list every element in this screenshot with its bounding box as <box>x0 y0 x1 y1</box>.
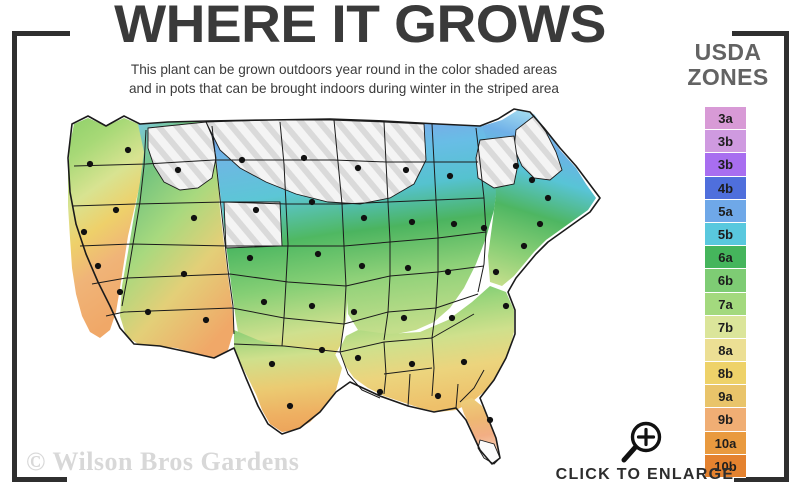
us-map-svg[interactable] <box>28 106 648 466</box>
watermark-credit: © Wilson Bros Gardens <box>26 447 300 476</box>
zone-swatch-9a-12: 9a <box>705 385 746 409</box>
zone-swatch-6b-7: 6b <box>705 269 746 293</box>
zone-swatch-3b-2: 3b <box>705 153 746 177</box>
national-outline <box>67 108 601 465</box>
zone-swatch-9b-13: 9b <box>705 408 746 432</box>
excluded-region-south-florida <box>477 439 501 465</box>
zone-swatch-7a-8: 7a <box>705 292 746 316</box>
frame-border-left <box>12 31 17 482</box>
zone-region-west-coast <box>68 118 146 338</box>
zone-swatch-8b-11: 8b <box>705 362 746 386</box>
zone-swatch-3b-1: 3b <box>705 130 746 154</box>
page-subtitle: This plant can be grown outdoors year ro… <box>44 60 644 98</box>
page-title: WHERE IT GROWS <box>114 0 606 54</box>
zone-swatch-8a-10: 8a <box>705 338 746 363</box>
zone-swatch-5a-4: 5a <box>705 199 746 223</box>
zone-swatch-7b-9: 7b <box>705 315 746 339</box>
legend-title: USDA ZONES <box>668 40 788 90</box>
zone-swatch-5b-5: 5b <box>705 222 746 247</box>
usda-zone-map[interactable] <box>28 106 648 466</box>
zone-swatch-3a-0: 3a <box>705 107 746 131</box>
frame-border-bottom-right <box>734 477 789 482</box>
legend-title-line-1: USDA <box>694 39 762 65</box>
zone-swatch-6a-6: 6a <box>705 246 746 270</box>
zone-swatch-10a-14: 10a <box>705 431 746 455</box>
map-hatched-overlay <box>147 115 563 249</box>
zone-swatch-4b-3: 4b <box>705 176 746 200</box>
magnifier-plus-icon[interactable] <box>616 418 666 468</box>
subtitle-line-1: This plant can be grown outdoors year ro… <box>130 62 558 77</box>
zone-region-texas <box>234 330 342 432</box>
usda-zone-legend: 3a 3b 3b 4b 5a 5b 6a 6b 7a 7b 8a 8b 9a 9b 10a 10b <box>705 107 746 478</box>
map-excluded-regions <box>477 439 501 465</box>
frame-border-top-left <box>12 31 70 36</box>
map-state-borders <box>67 108 601 465</box>
zone-swatch-10b-15: 10b <box>705 454 746 478</box>
hatched-region-wyoming <box>223 201 283 249</box>
subtitle-line-2: and in pots that can be brought indoors … <box>129 81 559 96</box>
hatched-region-northern-plains <box>205 119 427 205</box>
hatched-region-northern-rockies <box>147 121 217 191</box>
frame-border-right <box>784 31 789 482</box>
map-city-dots <box>80 146 552 424</box>
frame-border-bottom-left <box>12 477 67 482</box>
legend-title-line-2: ZONES <box>687 64 769 90</box>
zone-region-southeast <box>340 286 514 412</box>
click-to-enlarge-label[interactable]: CLICK TO ENLARGE <box>555 466 735 483</box>
hatched-region-upper-new-england <box>475 135 519 189</box>
frame-border-top-right <box>732 31 789 36</box>
